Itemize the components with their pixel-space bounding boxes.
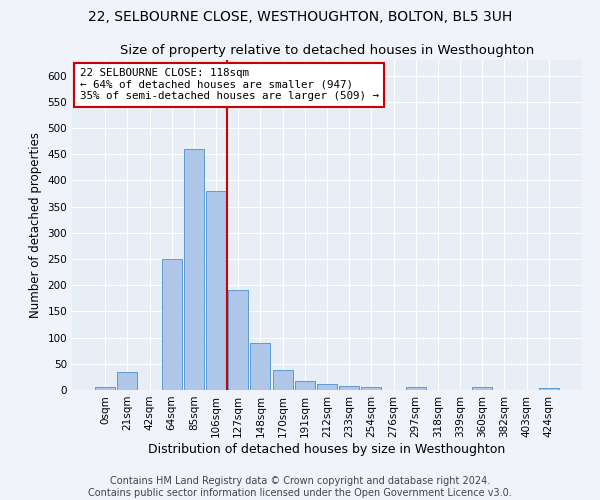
Title: Size of property relative to detached houses in Westhoughton: Size of property relative to detached ho…: [120, 44, 534, 58]
Text: 22, SELBOURNE CLOSE, WESTHOUGHTON, BOLTON, BL5 3UH: 22, SELBOURNE CLOSE, WESTHOUGHTON, BOLTO…: [88, 10, 512, 24]
Bar: [472, 388, 492, 390]
Text: 22 SELBOURNE CLOSE: 118sqm
← 64% of detached houses are smaller (947)
35% of sem: 22 SELBOURNE CLOSE: 118sqm ← 64% of deta…: [80, 68, 379, 102]
Bar: [539, 388, 559, 390]
Bar: [406, 388, 426, 390]
Bar: [228, 290, 248, 390]
Bar: [295, 380, 315, 390]
X-axis label: Distribution of detached houses by size in Westhoughton: Distribution of detached houses by size …: [148, 442, 506, 456]
Bar: [162, 259, 182, 390]
Bar: [118, 372, 137, 390]
Bar: [250, 343, 271, 390]
Y-axis label: Number of detached properties: Number of detached properties: [29, 132, 42, 318]
Bar: [272, 370, 293, 390]
Bar: [361, 387, 382, 390]
Text: Contains HM Land Registry data © Crown copyright and database right 2024.
Contai: Contains HM Land Registry data © Crown c…: [88, 476, 512, 498]
Bar: [95, 388, 115, 390]
Bar: [317, 384, 337, 390]
Bar: [339, 386, 359, 390]
Bar: [206, 191, 226, 390]
Bar: [184, 149, 204, 390]
